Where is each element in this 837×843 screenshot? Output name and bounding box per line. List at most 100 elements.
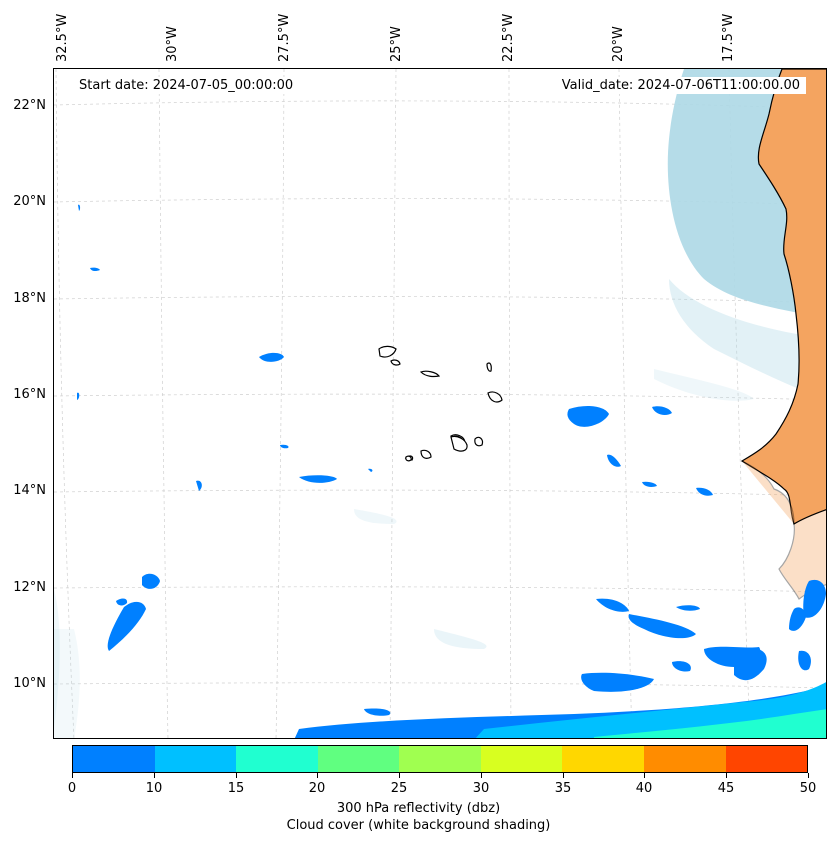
meridian-line xyxy=(275,69,285,738)
colorbar-tick xyxy=(72,773,73,778)
latitude-label: 20°N xyxy=(13,194,46,209)
reflectivity-cell xyxy=(607,454,621,467)
colorbar-subtitle: Cloud cover (white background shading) xyxy=(286,818,551,833)
island xyxy=(405,455,412,462)
cloud-cover-shading xyxy=(54,69,826,738)
colorbar-tick-label: 45 xyxy=(717,781,735,796)
latitude-label: 14°N xyxy=(13,483,46,498)
land-areas xyxy=(740,69,826,600)
valid-date-label: Valid_date: 2024-07-06T11:00:00.00 xyxy=(555,77,806,94)
colorbar-tick xyxy=(399,773,400,778)
longitude-label: 25°W xyxy=(389,26,404,62)
island xyxy=(420,449,432,459)
latitude-label: 18°N xyxy=(13,291,46,306)
colorbar-segment xyxy=(154,746,237,772)
latitude-label: 16°N xyxy=(13,387,46,402)
latitude-label: 10°N xyxy=(13,676,46,691)
latitude-label: 12°N xyxy=(13,580,46,595)
colorbar-tick xyxy=(236,773,237,778)
longitude-label: 17.5°W xyxy=(721,13,736,62)
island xyxy=(390,359,401,366)
map-canvas xyxy=(54,69,826,738)
parallel-line xyxy=(54,586,826,593)
parallel-line xyxy=(54,100,826,110)
colorbar-tick xyxy=(808,773,809,778)
cloud-patch xyxy=(54,629,80,738)
island xyxy=(378,345,397,358)
reflectivity-colorbar xyxy=(72,745,808,773)
meridian-line xyxy=(55,69,75,738)
africa-coast xyxy=(740,69,826,525)
colorbar-segment xyxy=(317,746,400,772)
colorbar-tick xyxy=(726,773,727,778)
reflectivity-cell xyxy=(798,650,811,671)
reflectivity-cell xyxy=(196,480,202,491)
latitude-label: 22°N xyxy=(13,98,46,113)
cloud-patch xyxy=(434,629,487,649)
cloud-patch xyxy=(354,509,397,524)
reflectivity-cell xyxy=(368,468,373,472)
colorbar-segment xyxy=(643,746,726,772)
meridian-line xyxy=(508,69,512,738)
cloud-patch xyxy=(654,369,754,401)
colorbar-tick xyxy=(563,773,564,778)
parallel-line xyxy=(54,393,826,401)
longitude-label: 30°W xyxy=(165,26,180,62)
colorbar-segment xyxy=(236,746,318,772)
parallel-line xyxy=(54,489,826,497)
colorbar-segment xyxy=(73,746,155,772)
gridlines xyxy=(54,69,826,738)
reflectivity-cell xyxy=(259,352,284,362)
reflectivity-cell xyxy=(676,605,700,611)
longitude-label: 20°W xyxy=(611,26,626,62)
meridian-line xyxy=(728,69,751,738)
cloud-patch xyxy=(54,589,60,729)
longitude-label: 22.5°W xyxy=(501,13,516,62)
colorbar-tick xyxy=(154,773,155,778)
island xyxy=(486,362,492,372)
reflectivity-cell xyxy=(596,598,629,612)
colorbar-tick-label: 15 xyxy=(227,781,245,796)
reflectivity-cell xyxy=(734,648,767,681)
africa-coast-lowland xyxy=(741,460,826,600)
parallel-line xyxy=(54,682,826,689)
colorbar-tick xyxy=(644,773,645,778)
reflectivity-cell xyxy=(642,481,657,487)
colorbar-tick-label: 10 xyxy=(145,781,163,796)
reflectivity-cell xyxy=(280,444,289,449)
parallel-line xyxy=(54,296,826,304)
meridian-line xyxy=(158,69,169,738)
reflectivity-cell xyxy=(652,406,672,415)
longitude-label: 32.5°W xyxy=(55,13,70,62)
colorbar-segment xyxy=(399,746,481,772)
colorbar-tick xyxy=(317,773,318,778)
reflectivity-cell xyxy=(299,475,337,483)
reflectivity-cell xyxy=(90,267,100,272)
map-panel: Start date: 2024-07-05_00:00:00 Valid_da… xyxy=(53,68,827,739)
colorbar-tick-label: 0 xyxy=(67,781,77,796)
island xyxy=(419,370,441,378)
parallel-line xyxy=(54,198,826,206)
reflectivity-cell xyxy=(628,614,696,639)
colorbar-tick-label: 20 xyxy=(308,781,326,796)
colorbar-tick xyxy=(481,773,482,778)
island xyxy=(487,391,503,403)
reflectivity-cell xyxy=(364,708,391,716)
colorbar-segment xyxy=(725,746,808,772)
colorbar-tick-label: 25 xyxy=(390,781,408,796)
reflectivity-field xyxy=(77,204,826,738)
colorbar-title: 300 hPa reflectivity (dbz) xyxy=(336,801,501,816)
reflectivity-cell xyxy=(77,392,80,400)
reflectivity-cell xyxy=(78,204,81,211)
reflectivity-cell xyxy=(789,607,806,631)
reflectivity-cell xyxy=(696,487,713,496)
reflectivity-cell xyxy=(581,672,654,692)
reflectivity-cell xyxy=(567,406,609,427)
start-date-label: Start date: 2024-07-05_00:00:00 xyxy=(73,77,300,94)
meridian-line xyxy=(618,69,633,738)
colorbar-segment xyxy=(480,746,563,772)
island xyxy=(450,435,468,452)
island xyxy=(474,436,484,447)
colorbar-segment xyxy=(562,746,644,772)
longitude-label: 27.5°W xyxy=(277,13,292,62)
